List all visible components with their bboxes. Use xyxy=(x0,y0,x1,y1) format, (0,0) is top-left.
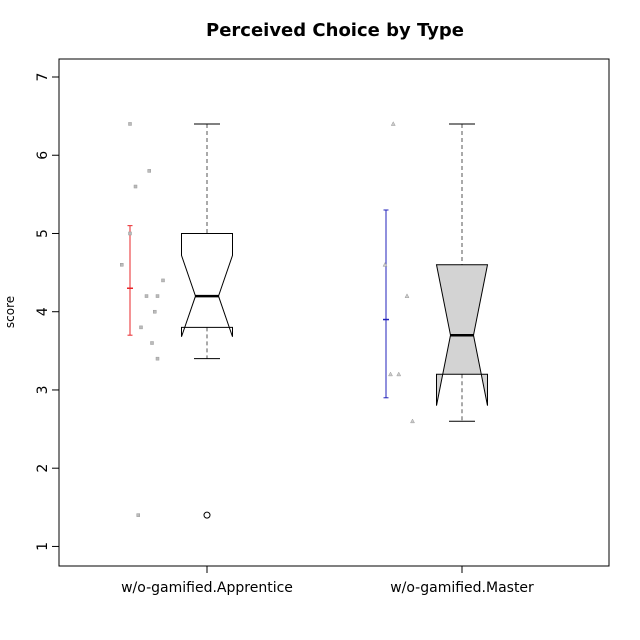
chart-title: Perceived Choice by Type xyxy=(206,20,464,41)
raw-data-point xyxy=(404,293,410,298)
box-group xyxy=(120,122,233,519)
y-tick-label: 7 xyxy=(35,73,51,82)
y-tick-label: 2 xyxy=(35,464,51,473)
x-category-label: w/o-gamified.Apprentice xyxy=(121,580,293,596)
raw-data-point xyxy=(136,513,140,517)
raw-data-point xyxy=(147,169,151,173)
raw-data-point xyxy=(155,356,160,361)
raw-data-point xyxy=(388,371,393,377)
raw-data-point xyxy=(410,418,415,424)
plot-frame xyxy=(58,58,610,567)
notched-box xyxy=(181,232,233,337)
outlier-point xyxy=(203,511,211,519)
raw-data-point xyxy=(133,184,138,189)
y-tick-label: 5 xyxy=(35,229,51,238)
raw-data-point xyxy=(161,278,165,283)
x-category-label: w/o-gamified.Master xyxy=(390,580,534,596)
raw-data-point xyxy=(128,122,132,126)
y-tick-label: 4 xyxy=(35,307,51,316)
raw-data-point xyxy=(155,294,160,298)
raw-data-point xyxy=(382,262,388,267)
raw-data-point xyxy=(390,121,396,126)
raw-data-point xyxy=(396,371,402,377)
box-group xyxy=(382,121,489,424)
raw-data-point xyxy=(139,325,143,330)
boxes-layer xyxy=(120,121,489,519)
raw-data-point xyxy=(153,309,157,314)
raw-data-point xyxy=(144,294,149,298)
raw-data-point xyxy=(150,341,154,345)
y-tick-label: 6 xyxy=(35,151,51,160)
y-axis-label: score xyxy=(3,296,17,328)
y-axis: 1 2 3 4 5 6 7 xyxy=(35,73,59,551)
x-axis: w/o-gamified.Apprentice w/o-gamified.Mast… xyxy=(121,566,534,596)
y-tick-label: 1 xyxy=(35,542,51,551)
y-tick-label: 3 xyxy=(35,385,51,394)
raw-data-point xyxy=(120,263,124,267)
raw-data-point xyxy=(128,231,132,236)
